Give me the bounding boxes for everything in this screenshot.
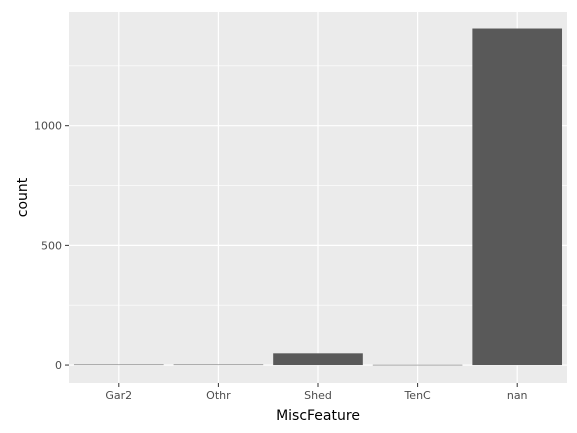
x-tick-label: Shed	[304, 389, 332, 402]
y-tick-label: 1000	[34, 120, 62, 133]
x-axis-title: MiscFeature	[276, 408, 360, 424]
bar-gar2	[73, 364, 164, 366]
y-axis: 0 500 1000	[34, 120, 69, 372]
x-axis: Gar2 Othr Shed TenC nan	[105, 383, 528, 402]
x-tick-label: Gar2	[105, 389, 132, 402]
y-axis-title: count	[15, 177, 31, 217]
bar-tenc	[372, 364, 463, 366]
bar-shed	[273, 353, 363, 366]
x-tick-label: Othr	[206, 389, 231, 402]
x-tick-label: nan	[507, 389, 528, 402]
bar-nan	[472, 28, 563, 366]
y-tick-label: 0	[55, 359, 62, 372]
bar-othr	[173, 364, 264, 366]
y-tick-label: 500	[41, 239, 62, 252]
x-tick-label: TenC	[403, 389, 431, 402]
bars	[73, 28, 563, 366]
